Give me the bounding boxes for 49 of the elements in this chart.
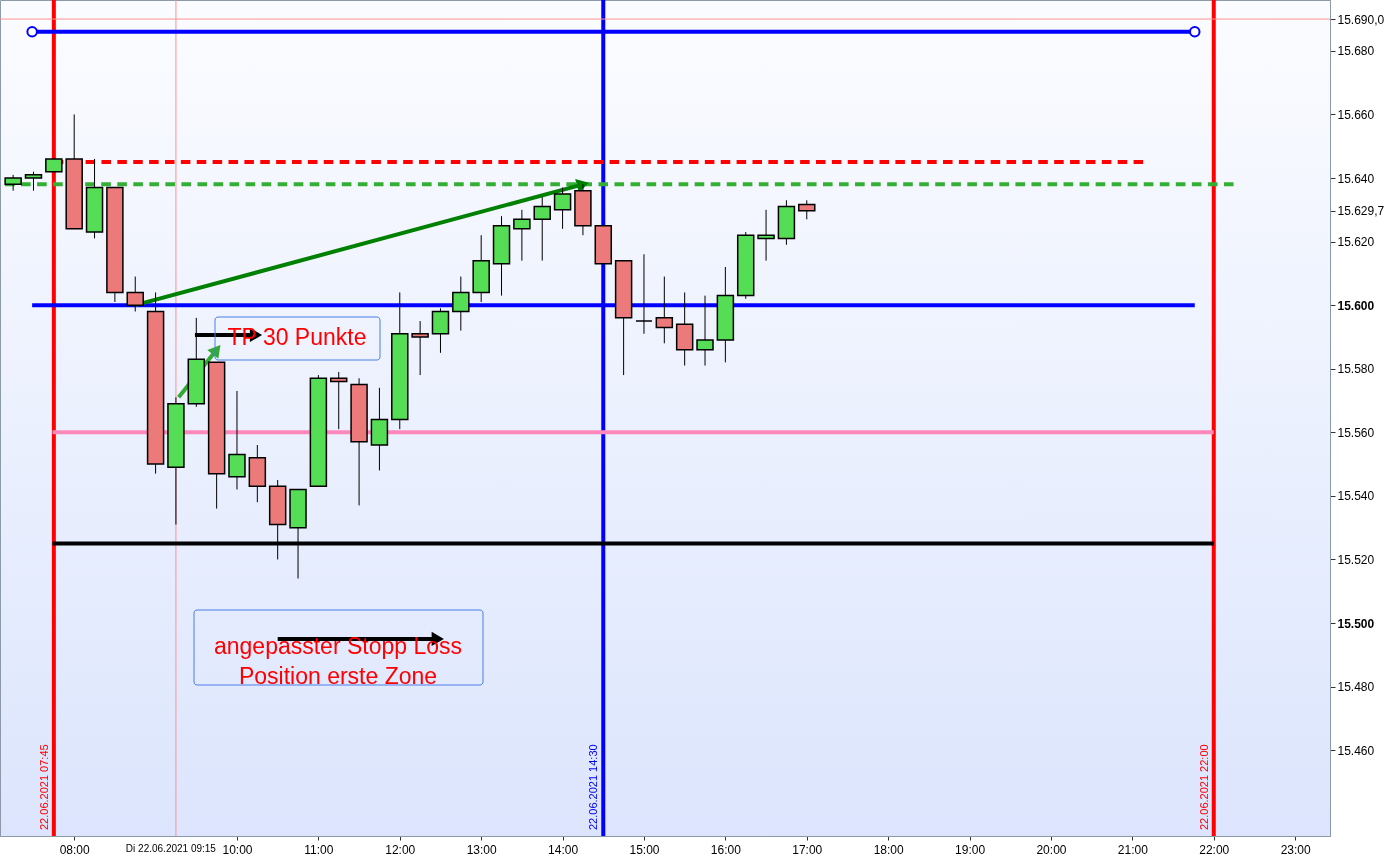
x-tick-label: 08:00 — [59, 842, 91, 857]
x-tick-label: 23:00 — [1280, 842, 1311, 857]
y-tick-label: 15.480 — [1337, 680, 1375, 695]
y-tick-label: 15.629,7 — [1337, 204, 1385, 219]
y-tick-label: 15.540 — [1337, 489, 1375, 504]
y-tick-label: 15.580 — [1337, 362, 1375, 377]
y-tick-label: 15.660 — [1337, 107, 1375, 122]
candlestick — [757, 209, 775, 262]
ref-line-label: 22.06.2021 14:30 — [587, 744, 600, 830]
candlestick — [513, 209, 531, 262]
x-tick-label: 18:00 — [873, 842, 905, 857]
x-tick-label: 13:00 — [466, 842, 498, 857]
ref-line-label: Di 22.06.2021 09:15 — [125, 843, 217, 854]
x-tick-label: 11:00 — [304, 842, 334, 857]
y-tick-label: 15.560 — [1337, 425, 1375, 440]
candlestick — [228, 390, 246, 491]
candlestick — [696, 295, 714, 367]
y-tick-label: 15.640 — [1337, 171, 1375, 186]
x-tick-label: 20:00 — [1036, 842, 1067, 857]
candlestick — [452, 276, 470, 332]
x-tick-label: 22:00 — [1199, 842, 1230, 857]
x-tick-label: 21:00 — [1117, 842, 1149, 857]
x-tick-label: 19:00 — [955, 842, 986, 857]
y-tick-label: 15.600 — [1337, 298, 1375, 313]
candlestick — [24, 171, 43, 192]
ref-line-label: 22.06.2021 22:00 — [1197, 744, 1210, 830]
y-tick-label: 15.460 — [1337, 743, 1375, 758]
y-tick-label: 15.520 — [1337, 552, 1375, 567]
ref-line-label: 22.06.2021 07:45 — [37, 744, 50, 830]
x-tick-label: 15:00 — [629, 842, 660, 857]
y-tick-label: 15.620 — [1337, 235, 1375, 250]
candlestick — [533, 196, 551, 262]
annotation: angepasster Stopp Loss Position erste Zone — [213, 633, 463, 689]
x-tick-label: 12:00 — [385, 842, 416, 857]
x-tick-label: 17:00 — [792, 842, 823, 857]
x-tick-label: 14:00 — [548, 842, 579, 857]
y-tick-label: 15.500 — [1337, 616, 1375, 631]
x-tick-label: 10:00 — [222, 842, 253, 857]
candlestick — [655, 276, 674, 344]
candlestick — [553, 187, 572, 230]
candlestick — [798, 199, 816, 220]
candlestick — [635, 253, 653, 335]
candlestick — [126, 276, 144, 313]
candlestick — [431, 307, 450, 354]
y-tick-label: 15.680 — [1337, 44, 1375, 59]
candlestick — [4, 174, 22, 192]
x-tick-label: 16:00 — [710, 842, 742, 857]
candlestick — [411, 320, 429, 376]
y-tick-label: 15.690,0 — [1337, 12, 1385, 27]
